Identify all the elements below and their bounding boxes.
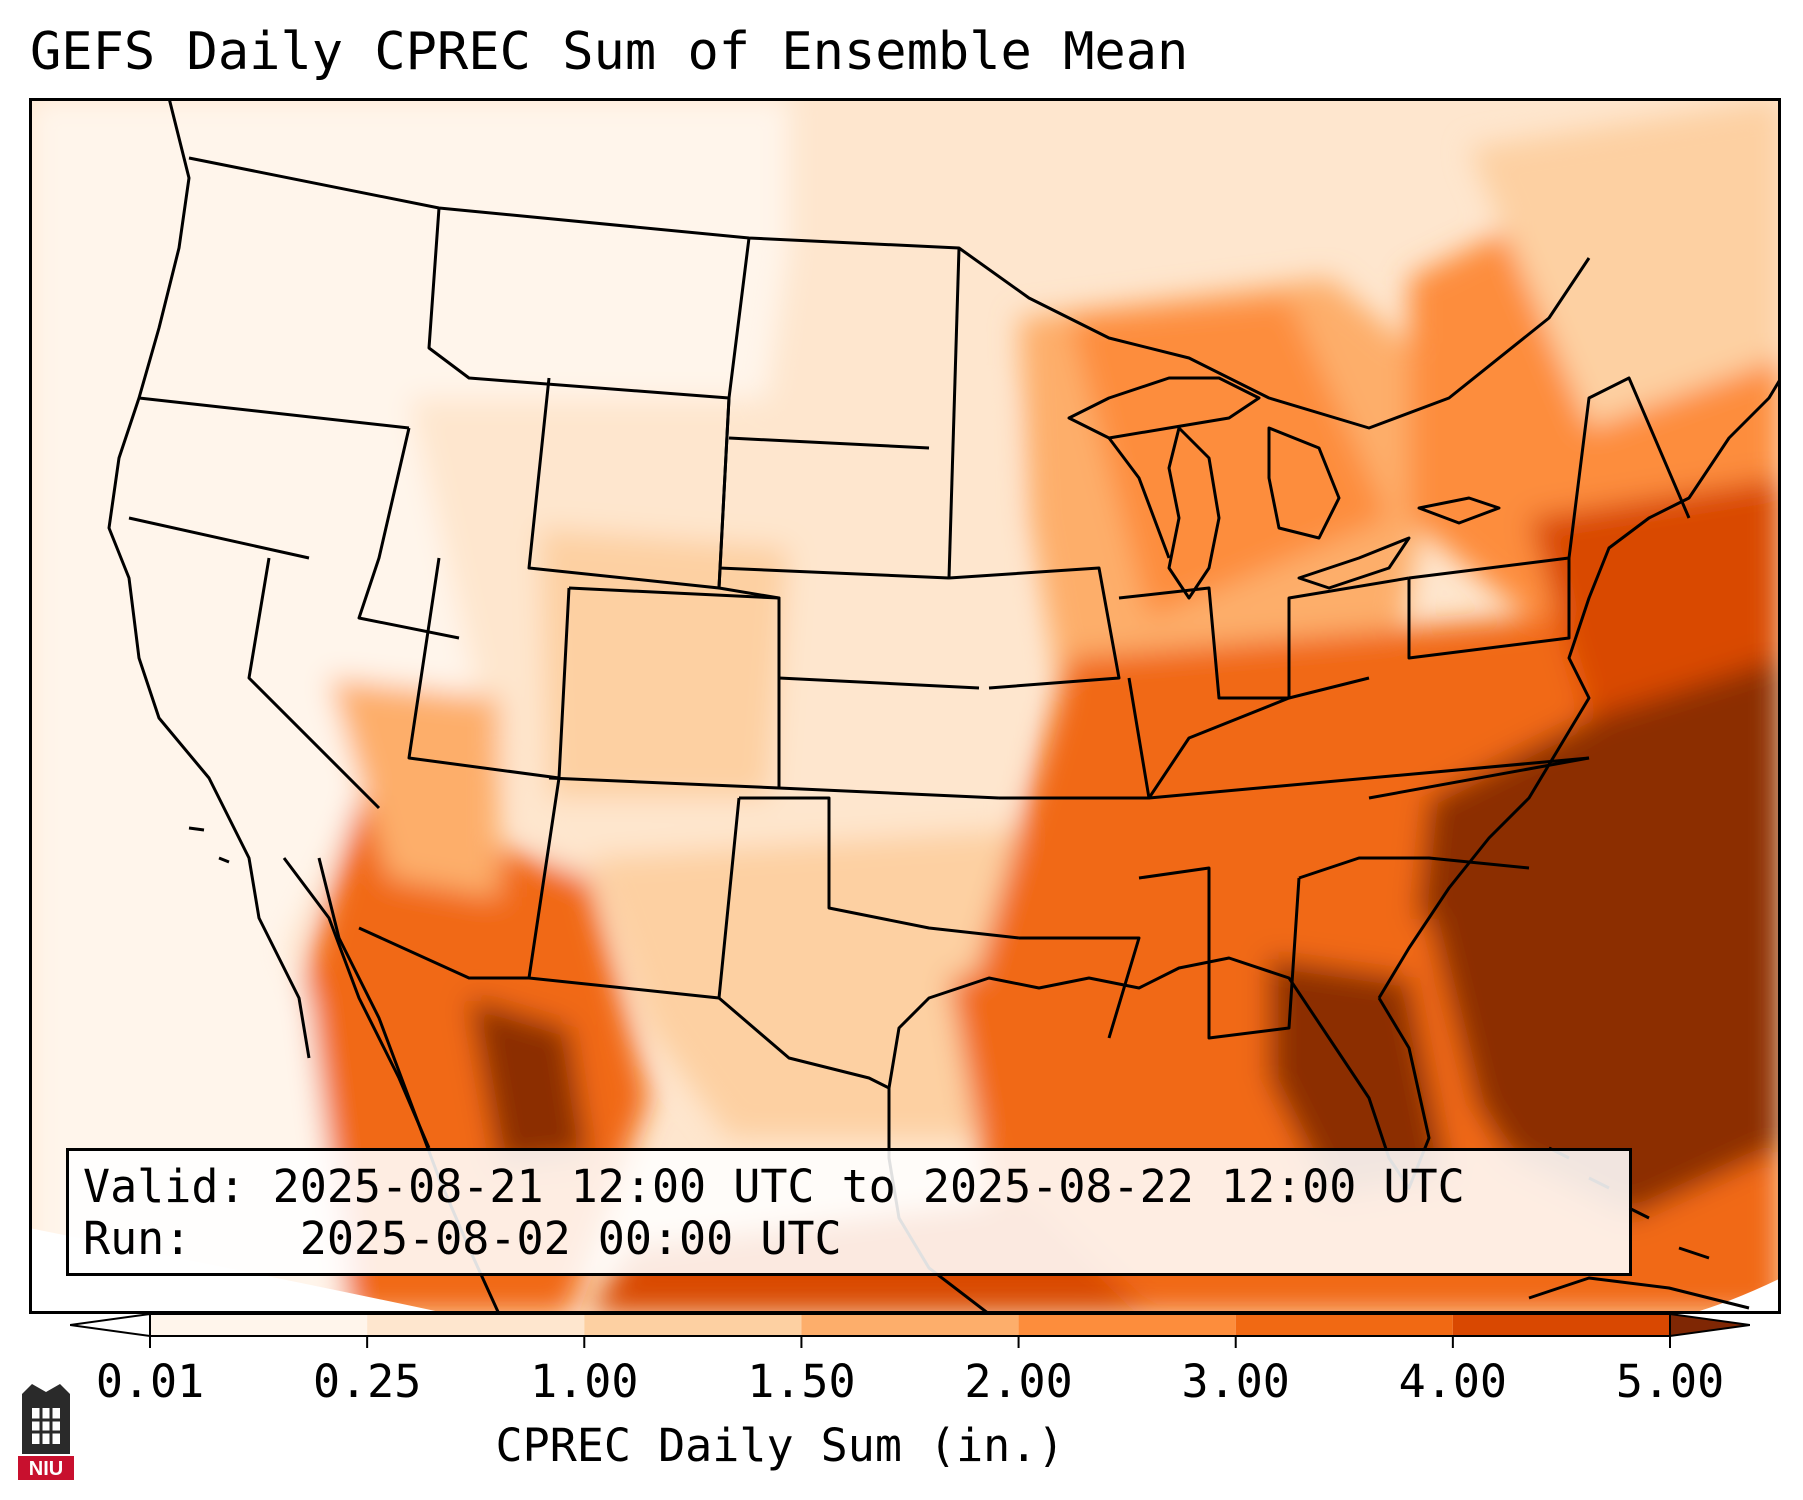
lake-superior xyxy=(1067,376,1261,440)
colorbar-segment xyxy=(1018,1314,1236,1336)
pacific-coastline xyxy=(107,98,311,1059)
colorbar-tick-label: 0.25 xyxy=(312,1355,422,1408)
colorbar-tick-label: 2.00 xyxy=(964,1355,1073,1408)
ms-al-border xyxy=(1138,866,1301,1040)
arizona-region xyxy=(329,678,499,898)
ne-ks-border xyxy=(778,676,980,690)
lake-erie xyxy=(1297,536,1411,590)
pacific-light-region xyxy=(29,348,349,1314)
colorbar-segment xyxy=(1452,1314,1670,1336)
nv-border xyxy=(247,557,381,810)
colorbar-tick-label: 4.00 xyxy=(1398,1355,1508,1408)
wa-or-border xyxy=(138,396,410,430)
lake-ontario xyxy=(1417,496,1501,525)
domain-edge-right xyxy=(1689,1278,1781,1314)
id-border xyxy=(357,427,460,640)
sd-ne-border xyxy=(718,566,950,580)
il-in-oh-border xyxy=(1118,576,1410,700)
ky-border xyxy=(1147,676,1370,799)
va-nc-border xyxy=(1368,756,1590,800)
atlantic-medium-region xyxy=(1529,478,1781,718)
colorbar-segment xyxy=(150,1314,368,1336)
atlantic-coastline xyxy=(1377,377,1781,999)
colorbar-segments xyxy=(70,1312,1750,1338)
nd-sd-ne-borders xyxy=(717,237,781,788)
ok-tx-border xyxy=(739,796,1020,940)
canada-border xyxy=(188,156,1591,430)
ga-sc-border xyxy=(1298,856,1530,880)
run-value: 2025-08-02 00:00 UTC xyxy=(299,1212,842,1265)
colorbar-segment xyxy=(367,1314,585,1336)
colorbar-ticks xyxy=(149,1336,1671,1348)
run-label: Run: xyxy=(83,1212,192,1265)
tn-ky-border xyxy=(1148,756,1590,800)
new-england-border xyxy=(1567,376,1691,559)
ar-la-border xyxy=(1019,936,1141,1039)
colorbar-label: CPREC Daily Sum (in.) xyxy=(495,1419,1065,1472)
ut-border xyxy=(407,557,571,780)
colorbar-tick-label: 3.00 xyxy=(1181,1355,1290,1408)
ks-ok-border xyxy=(778,786,1000,800)
tx-border xyxy=(718,996,890,1090)
valid-label: Valid: xyxy=(83,1160,246,1213)
dakotas-border xyxy=(728,436,930,450)
cuba-coastline xyxy=(1528,1276,1750,1310)
texas-region xyxy=(589,828,1049,1138)
great-lakes-region xyxy=(1069,298,1389,618)
colorbar-under-arrow xyxy=(70,1312,151,1338)
lake-huron xyxy=(1267,426,1341,540)
colorbar-outline xyxy=(149,1313,1671,1337)
ia-mo-border xyxy=(948,566,1121,690)
valid-value: 2025-08-21 12:00 UTC to 2025-08-22 12:00… xyxy=(272,1160,1465,1213)
northeast-light-region xyxy=(1469,98,1781,428)
atlantic-heavy-region xyxy=(1409,658,1781,1218)
lake-michigan xyxy=(1167,426,1221,600)
colorbar-tick-label: 5.00 xyxy=(1615,1355,1725,1408)
logo-text-banner xyxy=(18,1456,74,1480)
map-border xyxy=(29,98,1781,1314)
colorbar xyxy=(70,1312,1750,1348)
colorbar-tick-label: 1.00 xyxy=(530,1355,639,1408)
state-borders xyxy=(128,156,1691,1090)
great-lakes xyxy=(1067,376,1501,600)
or-ca-border xyxy=(128,516,310,560)
logo-window-grid xyxy=(32,1408,60,1444)
valid-run-info-box: Valid: 2025-08-21 12:00 UTC to 2025-08-2… xyxy=(66,1148,1632,1276)
run-line: Run: 2025-08-02 00:00 UTC xyxy=(83,1213,842,1265)
colorbar-segment xyxy=(584,1314,802,1336)
mn-border xyxy=(947,247,961,579)
pa-ny-border xyxy=(1407,556,1571,660)
valid-line: Valid: 2025-08-21 12:00 UTC to 2025-08-2… xyxy=(83,1161,1465,1213)
niu-logo: NIU xyxy=(18,1384,74,1480)
colorbar-tick-label: 0.01 xyxy=(95,1355,205,1408)
colorbar-segment xyxy=(801,1314,1019,1336)
mt-wy-border xyxy=(427,207,730,400)
ca-az-border xyxy=(358,926,529,980)
az-nm-border xyxy=(527,777,741,1000)
colorbar-over-arrow xyxy=(1669,1312,1750,1338)
colorbar-tick-label: 1.50 xyxy=(747,1355,856,1408)
precipitation-map xyxy=(29,98,1781,1314)
colorbar-segment xyxy=(1235,1314,1453,1336)
logo-text: NIU xyxy=(29,1458,63,1480)
map-title: GEFS Daily CPREC Sum of Ensemble Mean xyxy=(30,22,1189,82)
sierra-madre-heavy-region xyxy=(469,998,589,1168)
logo-window-bars xyxy=(32,1408,60,1444)
mi-wi-border xyxy=(1107,437,1171,559)
california-islands xyxy=(188,826,230,864)
